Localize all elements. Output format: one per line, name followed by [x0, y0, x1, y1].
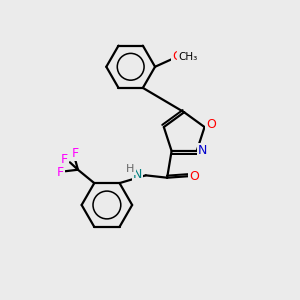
Text: CH₃: CH₃	[178, 52, 197, 62]
Text: O: O	[172, 50, 182, 64]
Text: O: O	[206, 118, 216, 130]
Text: H: H	[126, 164, 134, 174]
Text: O: O	[190, 170, 200, 183]
Text: F: F	[56, 166, 64, 179]
Text: F: F	[61, 153, 68, 166]
Text: N: N	[133, 168, 142, 181]
Text: N: N	[198, 145, 207, 158]
Text: F: F	[71, 147, 79, 160]
